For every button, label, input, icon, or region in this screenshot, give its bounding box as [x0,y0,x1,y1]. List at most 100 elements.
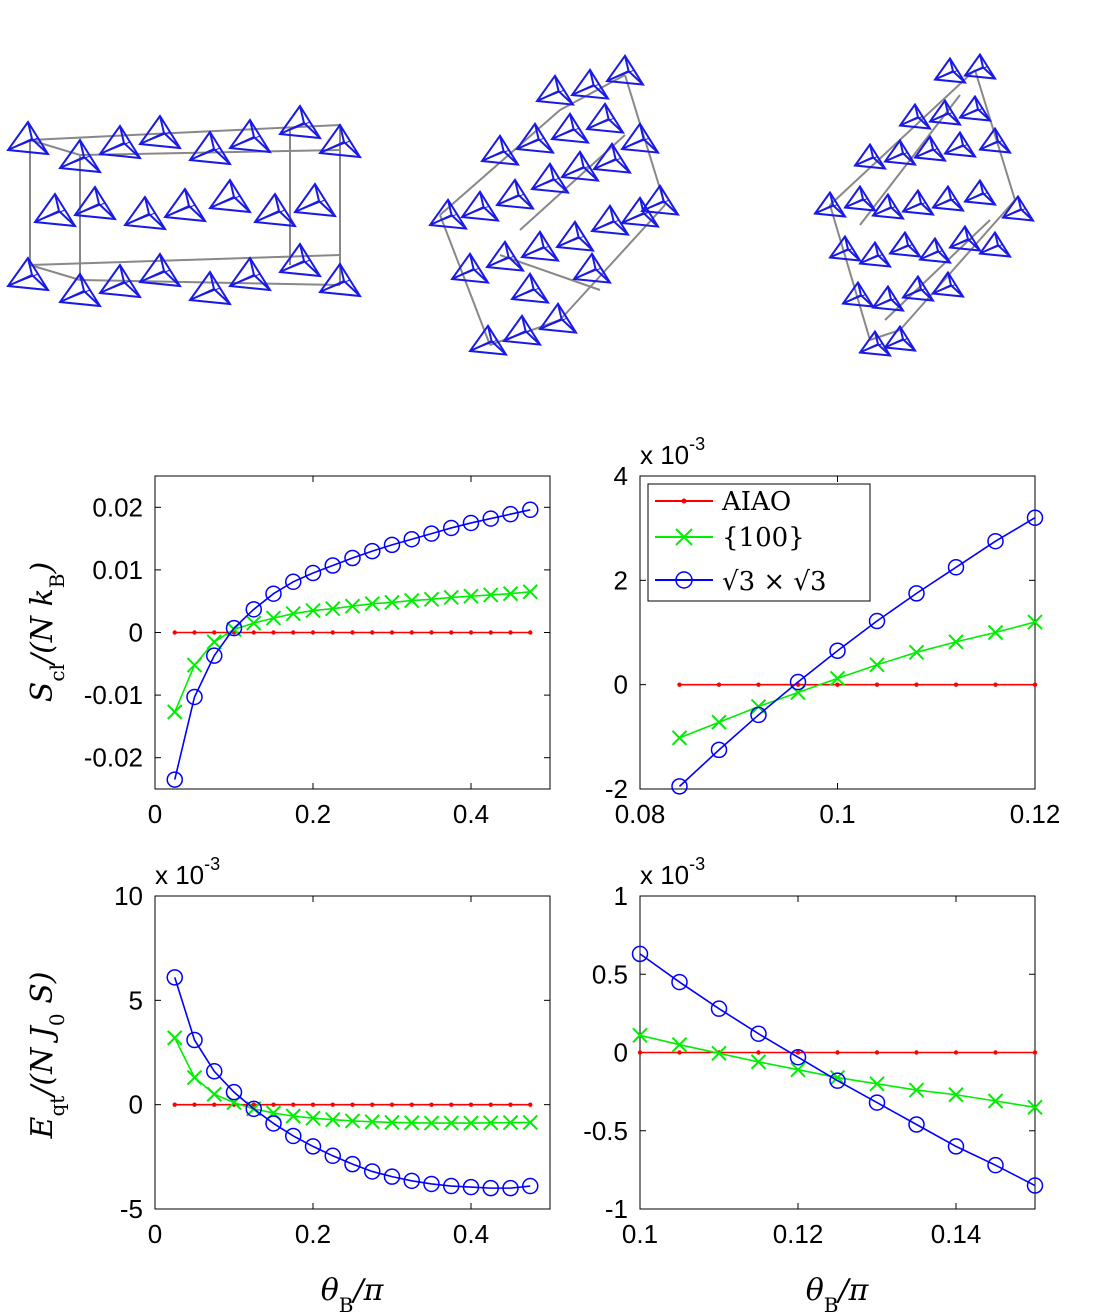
unit-cell-edges [29,124,341,286]
series-line [678,517,1036,787]
tetrahedron [163,187,207,223]
plot-frame [154,895,551,1210]
data-point [429,1102,434,1107]
data-point [265,610,282,626]
tetrahedron [620,122,660,154]
data-point [914,682,919,687]
series-x [671,614,1043,746]
y-tick-label: 2 [614,565,628,595]
legend-marker-sqrt3 [675,571,693,589]
data-point [305,1110,321,1126]
tetrahedron [931,270,965,298]
data-point [868,1094,886,1111]
data-point [251,1102,256,1107]
lattice-structure-sqrt3 [813,52,1035,357]
data-point [350,1102,355,1107]
series-circle [631,945,1044,1194]
tetrahedron [460,190,500,222]
data-point [908,585,925,602]
lattice-structure-100 [428,54,680,356]
data-point [186,1069,203,1086]
x-tick-label: 0.12 [1010,799,1061,829]
y-tick-label: 0 [614,670,628,700]
tetrahedron [33,192,77,228]
data-point [750,706,767,724]
data-point [330,630,335,635]
data-point [463,1115,479,1131]
data-point [835,1050,840,1055]
data-point [829,1072,846,1089]
data-point [508,1102,513,1107]
data-point [711,1045,727,1061]
legend-marker-100 [675,528,693,546]
data-point [829,670,846,687]
tetrahedron [495,178,535,210]
data-point [637,1050,643,1055]
tetrahedron [978,230,1012,258]
chart-panel-energy-zoom: 0.1 0.12 0.14 -1 -0.5 0 0.5 1 x 10-3 [583,854,1044,1249]
series-x [632,1027,1043,1115]
legend-label-100: {100} [722,523,805,553]
data-point [370,1102,375,1107]
data-point [869,1076,885,1092]
data-point [423,1115,440,1131]
data-point [483,1115,499,1131]
data-point [710,1000,728,1017]
series-dot [172,630,533,635]
tetrahedron [450,252,490,284]
data-point [443,519,460,537]
tetrahedron [318,262,362,298]
data-point [750,1025,767,1042]
tetrahedron [871,192,905,220]
data-point [488,1102,493,1107]
tetrahedron [963,178,997,206]
data-point [502,585,519,602]
tetrahedron [883,324,917,352]
data-point [750,1054,767,1070]
data-point [462,514,480,532]
tetrahedron [123,195,167,231]
axis-exponent-label: x 10-3 [640,854,705,890]
series-circle [166,501,539,788]
tetrahedron [605,54,645,86]
data-point [304,564,322,582]
tetrahedron [933,56,967,84]
tetrahedron [585,102,625,134]
data-point [271,630,276,635]
data-point [384,1114,400,1131]
data-point [756,682,761,687]
data-point [429,630,434,635]
tetrahedron [98,124,142,160]
tetrahedron [98,263,142,299]
data-point [443,1177,460,1195]
data-point [310,630,316,635]
data-point [206,634,222,650]
data-point [364,1163,381,1180]
data-point [953,1050,959,1055]
tetrahedron [73,185,117,221]
series-line [639,953,1036,1187]
data-point [206,1063,223,1080]
data-point [463,588,479,604]
data-point [423,1175,440,1193]
data-point [790,1062,806,1078]
chart-panel-entropy-wide: 0 0.2 0.4 -0.02 -0.01 0 0.01 0.02 [84,475,551,829]
data-point [874,1050,880,1055]
data-point [482,1179,499,1197]
x-axis-label-left: θB/π [321,1273,385,1316]
data-point [305,602,321,619]
data-point [987,1093,1004,1109]
tetrahedron [485,240,525,272]
x-tick-label: 0 [148,799,162,829]
tetrahedron [428,198,468,230]
data-point [716,682,722,687]
y-tick-label: 0 [129,1090,143,1120]
legend-label-sqrt3: √3 × √3 [722,567,827,597]
data-point [212,630,217,635]
data-point [285,606,301,622]
data-point [502,1114,519,1131]
data-point [522,584,538,600]
data-point [869,657,885,673]
data-point [835,682,840,687]
